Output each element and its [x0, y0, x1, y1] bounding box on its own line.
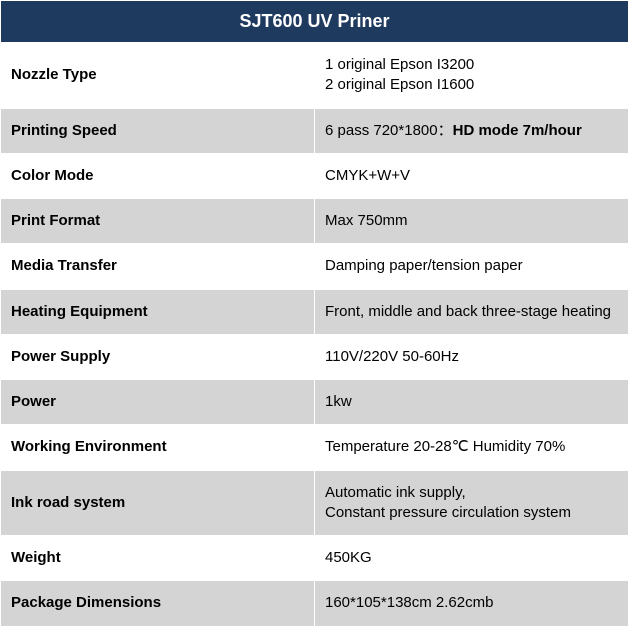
spec-label: Power	[1, 380, 315, 425]
table-row: Color Mode CMYK+W+V	[1, 153, 629, 198]
spec-label: Power Supply	[1, 334, 315, 379]
table-row: Working Environment Temperature 20-28℃ H…	[1, 425, 629, 470]
spec-value: CMYK+W+V	[315, 153, 629, 198]
spec-value: 450KG	[315, 536, 629, 581]
spec-table: SJT600 UV Priner Nozzle Type 1 original …	[0, 0, 629, 627]
spec-value-prefix: 6 pass 720*1800：	[325, 122, 453, 139]
table-row: Nozzle Type 1 original Epson I3200 2 ori…	[1, 43, 629, 109]
spec-label: Package Dimensions	[1, 581, 315, 626]
spec-value-line1: 1 original Epson I3200	[325, 56, 474, 73]
spec-value-line1: Automatic ink supply,	[325, 484, 466, 501]
spec-value: 1kw	[315, 380, 629, 425]
spec-value: 160*105*138cm 2.62cmb	[315, 581, 629, 626]
spec-value: 110V/220V 50-60Hz	[315, 334, 629, 379]
spec-value-line2: 2 original Epson I1600	[325, 76, 474, 93]
spec-value-bold: HD mode 7m/hour	[453, 122, 582, 139]
table-row: Print Format Max 750mm	[1, 199, 629, 244]
spec-value: Temperature 20-28℃ Humidity 70%	[315, 425, 629, 470]
spec-label: Color Mode	[1, 153, 315, 198]
spec-value: 1 original Epson I3200 2 original Epson …	[315, 43, 629, 109]
table-row: Weight 450KG	[1, 536, 629, 581]
spec-label: Weight	[1, 536, 315, 581]
spec-label: Ink road system	[1, 470, 315, 536]
spec-value: Front, middle and back three-stage heati…	[315, 289, 629, 334]
spec-label: Working Environment	[1, 425, 315, 470]
spec-label: Nozzle Type	[1, 43, 315, 109]
table-row: Package Dimensions 160*105*138cm 2.62cmb	[1, 581, 629, 626]
spec-value: Max 750mm	[315, 199, 629, 244]
spec-value: Automatic ink supply, Constant pressure …	[315, 470, 629, 536]
spec-label: Media Transfer	[1, 244, 315, 289]
table-row: Media Transfer Damping paper/tension pap…	[1, 244, 629, 289]
spec-label: Heating Equipment	[1, 289, 315, 334]
table-row: Power 1kw	[1, 380, 629, 425]
table-row: Power Supply 110V/220V 50-60Hz	[1, 334, 629, 379]
spec-value-line2: Constant pressure circulation system	[325, 504, 571, 521]
table-row: Ink road system Automatic ink supply, Co…	[1, 470, 629, 536]
spec-value: Damping paper/tension paper	[315, 244, 629, 289]
spec-value: 6 pass 720*1800：HD mode 7m/hour	[315, 108, 629, 153]
table-row: Printing Speed 6 pass 720*1800：HD mode 7…	[1, 108, 629, 153]
spec-label: Print Format	[1, 199, 315, 244]
spec-label: Printing Speed	[1, 108, 315, 153]
table-title: SJT600 UV Priner	[1, 1, 629, 43]
table-row: Heating Equipment Front, middle and back…	[1, 289, 629, 334]
